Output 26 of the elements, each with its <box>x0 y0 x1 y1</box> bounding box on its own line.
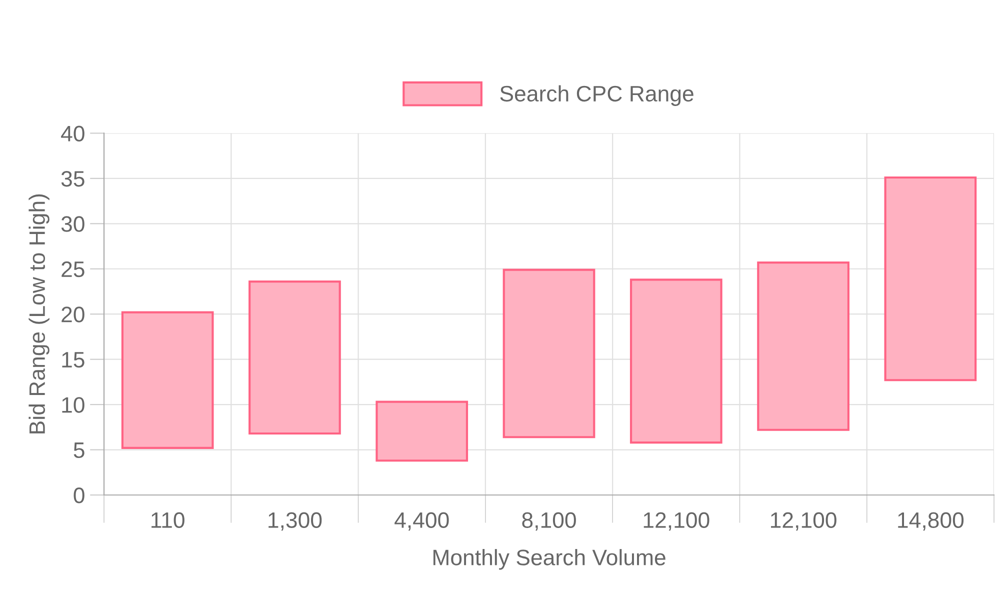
y-tick-label: 30 <box>61 216 84 232</box>
legend-label: Search CPC Range <box>500 85 694 106</box>
y-tick-label: 20 <box>62 306 84 322</box>
bar <box>248 280 341 435</box>
y-tick-label: 5 <box>74 442 84 458</box>
bar <box>376 400 468 462</box>
y-tick-label: 10 <box>62 397 84 413</box>
bar <box>757 262 850 431</box>
y-axis-title: Bid Range (Low to High) <box>28 194 50 434</box>
x-tick-label: 12,100 <box>771 512 836 531</box>
x-tick-label: 14,800 <box>898 512 964 531</box>
x-axis-title: Monthly Search Volume <box>433 549 666 570</box>
y-tick-label: 15 <box>62 352 84 368</box>
bar <box>630 278 722 444</box>
bar <box>121 311 214 450</box>
x-tick-label: 1,300 <box>268 512 322 531</box>
bar <box>884 176 977 382</box>
y-tick-label: 25 <box>62 261 84 278</box>
y-tick-label: 35 <box>61 170 84 187</box>
y-tick-label: 40 <box>61 126 84 142</box>
x-tick-label: 4,400 <box>394 512 449 531</box>
y-tick-label: 0 <box>74 488 84 504</box>
x-tick-label: 110 <box>152 512 184 528</box>
bar <box>502 268 596 438</box>
x-tick-label: 12,100 <box>644 512 710 531</box>
x-tick-label: 8,100 <box>522 512 576 531</box>
